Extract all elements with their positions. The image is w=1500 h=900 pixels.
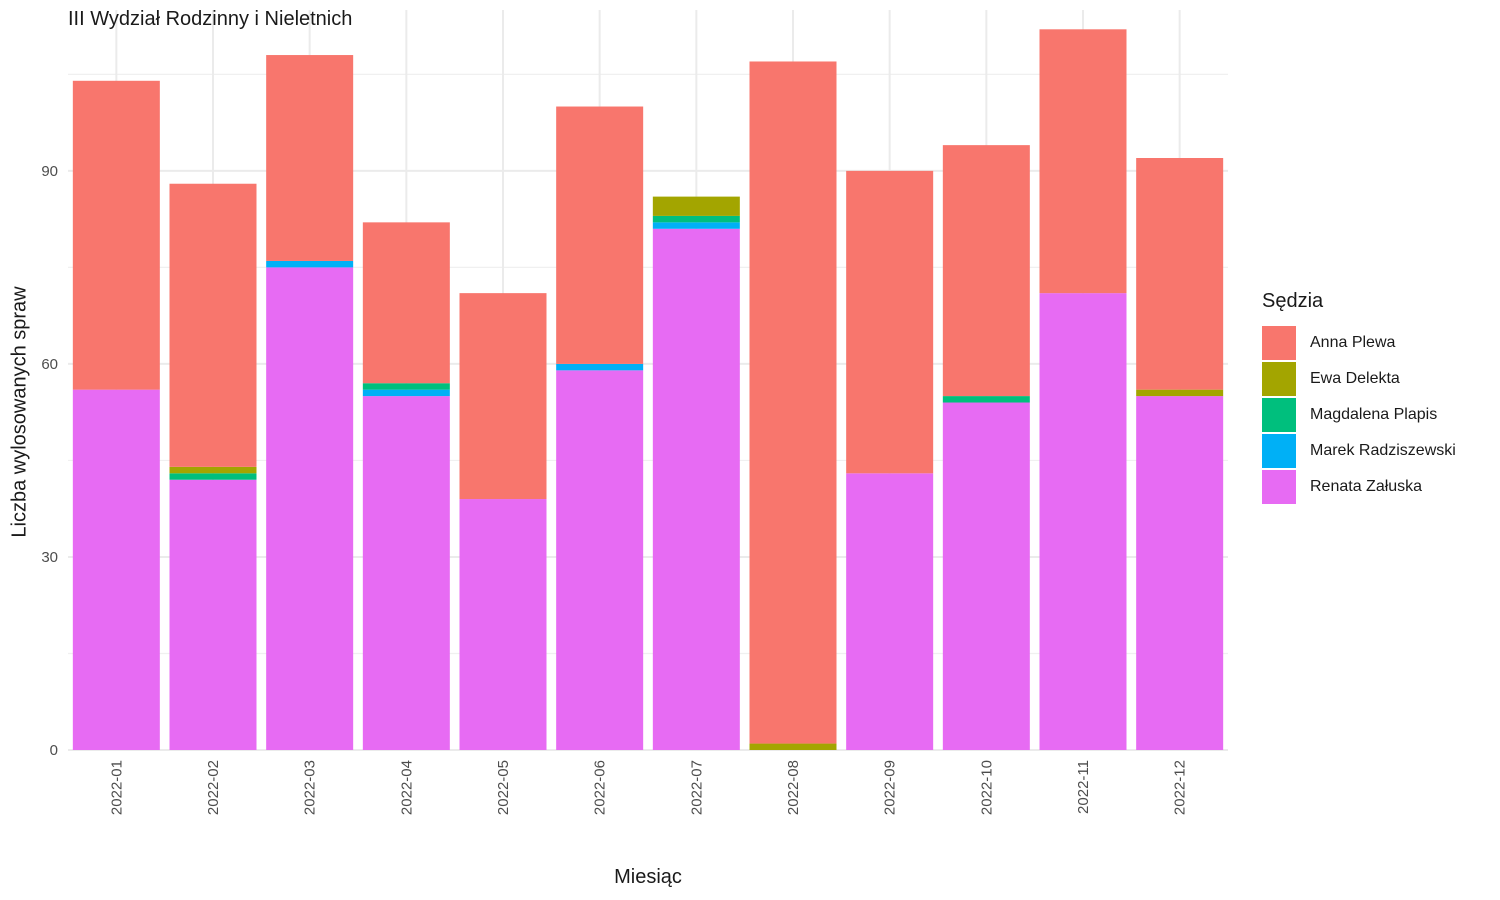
legend-label: Renata Załuska xyxy=(1310,478,1423,495)
bar-2022-07-ewa-delekta xyxy=(652,196,740,216)
chart-title: III Wydział Rodzinny i Nieletnich xyxy=(68,8,353,30)
legend-item-magdalena-plapis: Magdalena Plapis xyxy=(1262,397,1456,433)
bar-2022-03-anna-plewa xyxy=(266,55,354,261)
x-tick-label: 2022-11 xyxy=(1075,760,1092,814)
legend-item-anna-plewa: Anna Plewa xyxy=(1262,325,1456,361)
bars xyxy=(72,29,1224,751)
bar-2022-12-ewa-delekta xyxy=(1136,389,1224,397)
bar-2022-10-magdalena-plapis xyxy=(942,396,1030,403)
bar-2022-12-renata-za-uska xyxy=(1136,396,1224,750)
bar-2022-12-anna-plewa xyxy=(1136,158,1224,390)
x-tick-label: 2022-12 xyxy=(1172,760,1189,815)
bar-2022-04-magdalena-plapis xyxy=(362,383,450,390)
x-tick-label: 2022-04 xyxy=(398,760,415,815)
legend-title: Sędzia xyxy=(1262,290,1324,312)
legend-swatch xyxy=(1262,470,1296,504)
x-axis-label: Miesiąc xyxy=(614,866,682,888)
legend-swatch xyxy=(1262,398,1296,432)
y-tick-label: 60 xyxy=(41,356,58,373)
bar-2022-03-renata-za-uska xyxy=(266,267,354,750)
legend-item-ewa-delekta: Ewa Delekta xyxy=(1262,361,1456,397)
bar-2022-03-marek-radziszewski xyxy=(266,260,354,268)
x-tick-label: 2022-08 xyxy=(785,760,802,815)
y-axis-label: Liczba wylosowanych spraw xyxy=(8,286,31,538)
bar-2022-08-ewa-delekta xyxy=(749,743,837,750)
legend-label: Magdalena Plapis xyxy=(1310,406,1438,423)
bar-2022-01-anna-plewa xyxy=(72,80,160,390)
y-tick-label: 90 xyxy=(41,163,58,180)
bar-2022-04-renata-za-uska xyxy=(362,396,450,750)
bar-2022-04-anna-plewa xyxy=(362,222,450,384)
bar-2022-07-renata-za-uska xyxy=(652,228,740,751)
y-axis-ticks: 0 30 60 90 xyxy=(41,163,58,759)
x-tick-label: 2022-07 xyxy=(688,760,705,815)
legend-swatch xyxy=(1262,362,1296,396)
legend: Sędzia Anna Plewa Ewa Delekta Magdalena Pl… xyxy=(1262,290,1456,505)
x-tick-label: 2022-06 xyxy=(592,760,609,815)
legend-item-renata-za-uska: Renata Załuska xyxy=(1262,469,1456,505)
legend-label: Anna Plewa xyxy=(1310,334,1396,351)
bar-2022-11-renata-za-uska xyxy=(1039,293,1127,750)
legend-label: Ewa Delekta xyxy=(1310,370,1400,387)
legend-swatch xyxy=(1262,326,1296,360)
bar-2022-06-anna-plewa xyxy=(556,106,644,364)
bar-2022-05-renata-za-uska xyxy=(459,499,547,750)
x-tick-label: 2022-05 xyxy=(495,760,512,815)
bar-2022-02-magdalena-plapis xyxy=(169,473,257,480)
bar-2022-04-marek-radziszewski xyxy=(362,389,450,397)
x-axis-ticks: 2022-01 2022-02 2022-03 2022-04 2022-05 2022-… xyxy=(108,760,1188,815)
x-tick-label: 2022-03 xyxy=(302,760,319,815)
bar-2022-07-magdalena-plapis xyxy=(652,215,740,223)
bar-2022-02-ewa-delekta xyxy=(169,466,257,474)
x-tick-label: 2022-02 xyxy=(205,760,222,815)
bar-2022-01-renata-za-uska xyxy=(72,389,160,750)
legend-label: Marek Radziszewski xyxy=(1310,442,1456,459)
x-tick-label: 2022-10 xyxy=(978,760,995,815)
legend-swatch xyxy=(1262,434,1296,468)
legend-item-marek-radziszewski: Marek Radziszewski xyxy=(1262,433,1456,469)
bar-2022-10-anna-plewa xyxy=(942,145,1030,397)
legend-items: Anna Plewa Ewa Delekta Magdalena Plapis Mar… xyxy=(1262,325,1456,505)
bar-2022-06-renata-za-uska xyxy=(556,370,644,750)
bar-2022-06-marek-radziszewski xyxy=(556,363,644,371)
bar-2022-08-anna-plewa xyxy=(749,61,837,744)
bar-2022-11-anna-plewa xyxy=(1039,29,1127,294)
bar-2022-09-renata-za-uska xyxy=(846,473,934,750)
bar-2022-10-renata-za-uska xyxy=(942,402,1030,750)
bar-2022-07-marek-radziszewski xyxy=(652,222,740,229)
x-tick-label: 2022-01 xyxy=(108,760,125,815)
y-tick-label: 0 xyxy=(50,742,58,759)
bar-2022-02-anna-plewa xyxy=(169,183,257,467)
x-tick-label: 2022-09 xyxy=(882,760,899,815)
bar-2022-09-anna-plewa xyxy=(846,170,934,474)
bar-2022-02-renata-za-uska xyxy=(169,479,257,750)
bar-2022-05-anna-plewa xyxy=(459,293,547,500)
y-tick-label: 30 xyxy=(41,549,58,566)
